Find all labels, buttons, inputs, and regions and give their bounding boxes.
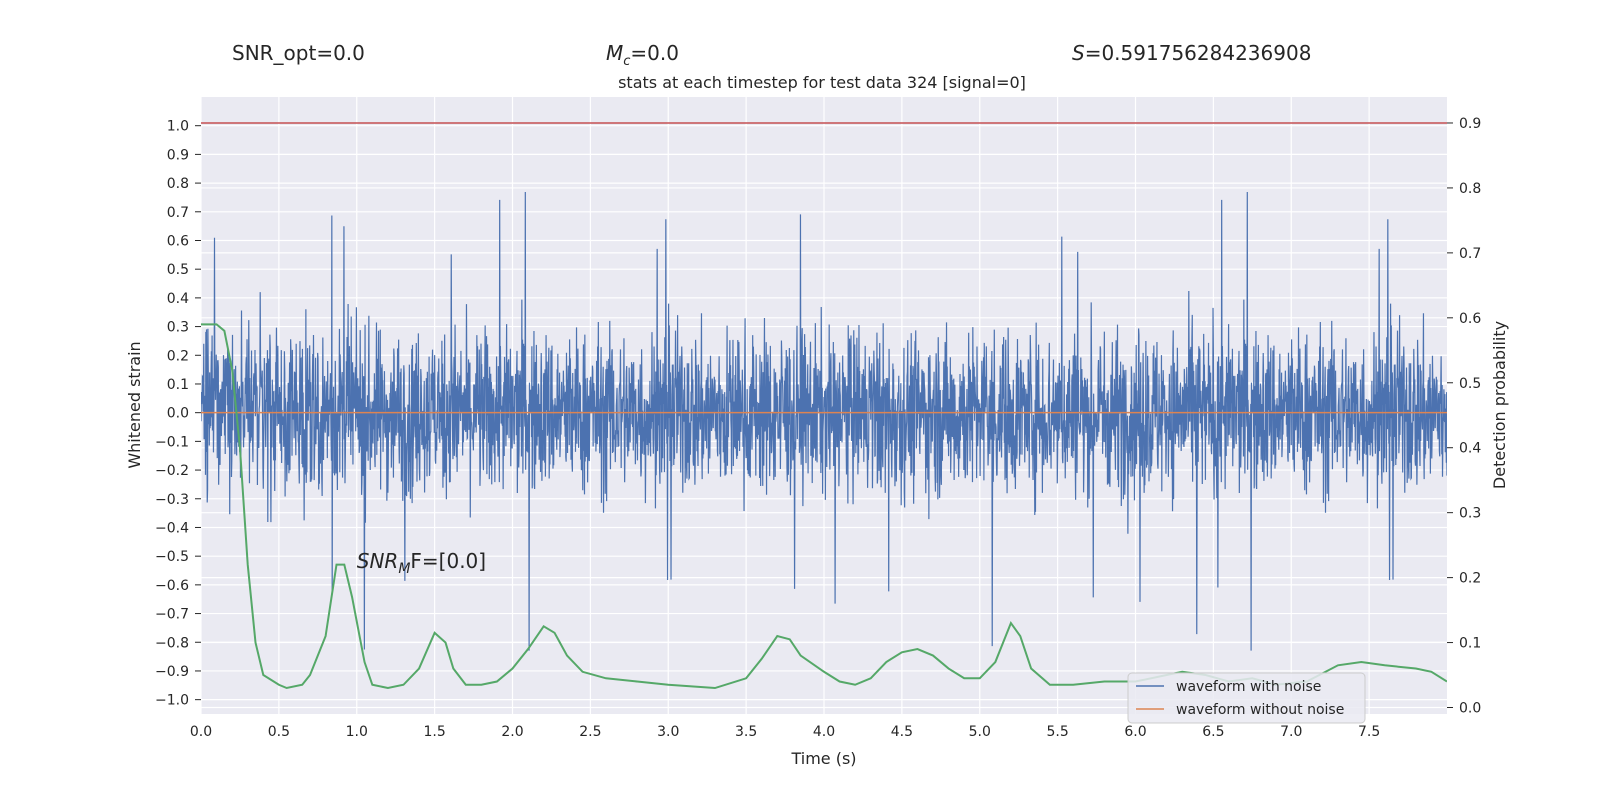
snr-opt-label: SNR_opt=0.0 <box>232 41 365 65</box>
y-tick-label: −0.2 <box>155 463 189 479</box>
x-tick-label: 7.0 <box>1280 724 1302 740</box>
x-tick-label: 7.5 <box>1358 724 1380 740</box>
y-tick-label: 0.6 <box>167 233 189 249</box>
x-tick-label: 6.0 <box>1124 724 1146 740</box>
x-axis-label: Time (s) <box>790 749 856 768</box>
y-tick-label: 0.2 <box>167 348 189 364</box>
y-tick-label: −0.3 <box>155 492 189 508</box>
legend-label-clean: waveform without noise <box>1176 702 1344 718</box>
y2-tick-label: 0.8 <box>1459 181 1481 197</box>
x-tick-label: 2.0 <box>501 724 523 740</box>
mc-symbol: M <box>606 41 623 65</box>
s-stat-label: S=0.591756284236908 <box>1072 41 1311 65</box>
annot-sub: M <box>398 561 410 577</box>
x-tick-label: 1.5 <box>423 724 445 740</box>
x-tick-label: 5.0 <box>969 724 991 740</box>
y2-tick-label: 0.2 <box>1459 571 1481 587</box>
x-tick-label: 4.5 <box>891 724 913 740</box>
x-tick-label: 0.0 <box>190 724 212 740</box>
y2-axis-label: Detection probability <box>1490 321 1509 489</box>
x-tick-label: 4.0 <box>813 724 835 740</box>
x-tick-label: 0.5 <box>268 724 290 740</box>
legend-label-noise: waveform with noise <box>1176 679 1321 695</box>
x-axis-ticks: 0.0 0.5 1.0 1.5 2.0 2.5 3.0 3.5 4.0 4.5 5.0 5.5 6.0 6… <box>190 724 1380 740</box>
y-tick-label: −0.9 <box>155 664 189 680</box>
y-tick-label: 0.4 <box>167 291 189 307</box>
x-tick-label: 5.5 <box>1046 724 1068 740</box>
x-tick-label: 3.5 <box>735 724 757 740</box>
y-tick-label: 0.5 <box>167 262 189 278</box>
mc-value: =0.0 <box>630 41 679 65</box>
chart-title: stats at each timestep for test data 324… <box>618 73 1026 92</box>
x-tick-label: 6.5 <box>1202 724 1224 740</box>
mc-subscript: c <box>623 54 630 69</box>
y2-axis-ticks: 0.9 0.8 0.7 0.6 0.5 0.4 0.3 0.2 0.1 0.0 <box>1447 116 1481 717</box>
annot-rest: F=[0.0] <box>410 549 486 573</box>
legend-box <box>1127 672 1366 724</box>
x-tick-label: 2.5 <box>579 724 601 740</box>
y2-tick-label: 0.3 <box>1459 506 1481 522</box>
chirp-mass-label: Mc=0.0 <box>606 41 679 69</box>
legend: waveform with noise waveform without noi… <box>1127 672 1366 724</box>
y-tick-label: 0.9 <box>167 147 189 163</box>
y-tick-label: −1.0 <box>155 693 189 709</box>
y2-tick-label: 0.0 <box>1459 701 1481 717</box>
y-tick-label: 0.8 <box>167 176 189 192</box>
y-tick-label: 0.0 <box>167 406 189 422</box>
y-tick-label: −0.4 <box>155 520 189 536</box>
y2-tick-label: 0.9 <box>1459 116 1481 132</box>
y2-tick-label: 0.5 <box>1459 376 1481 392</box>
y-tick-label: 1.0 <box>167 119 189 135</box>
y-tick-label: −0.6 <box>155 578 189 594</box>
series-waveform-with-noise <box>201 192 1447 651</box>
y2-tick-label: 0.6 <box>1459 311 1481 327</box>
y-tick-label: 0.3 <box>167 320 189 336</box>
y-axis-label: Whitened strain <box>125 341 144 468</box>
y-tick-label: −0.1 <box>155 434 189 450</box>
y-tick-label: −0.8 <box>155 635 189 651</box>
y2-tick-label: 0.4 <box>1459 441 1481 457</box>
snr-mf-annotation: SNRMF=[0.0] <box>357 549 486 577</box>
y-axis-ticks: 1.0 0.9 0.8 0.7 0.6 0.5 0.4 0.3 0.2 0.1 0.0 −0.1 −0.… <box>155 119 201 709</box>
x-tick-label: 1.0 <box>346 724 368 740</box>
y2-tick-label: 0.7 <box>1459 246 1481 262</box>
y-tick-label: −0.5 <box>155 549 189 565</box>
y-tick-label: 0.1 <box>167 377 189 393</box>
s-symbol: S <box>1072 41 1085 65</box>
y-tick-label: −0.7 <box>155 607 189 623</box>
annot-snr: SNR <box>357 549 399 573</box>
x-tick-label: 3.0 <box>657 724 679 740</box>
s-value: =0.591756284236908 <box>1085 41 1312 65</box>
y2-tick-label: 0.1 <box>1459 636 1481 652</box>
y-tick-label: 0.7 <box>167 205 189 221</box>
